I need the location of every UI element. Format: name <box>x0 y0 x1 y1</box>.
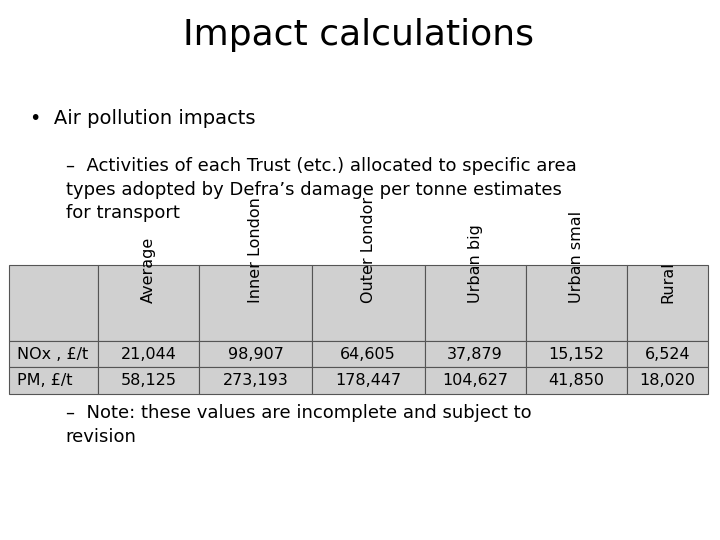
Text: •  Air pollution impacts: • Air pollution impacts <box>30 109 256 128</box>
Text: –  Note: these values are incomplete and subject to
revision: – Note: these values are incomplete and … <box>66 404 531 446</box>
Text: –  Activities of each Trust (etc.) allocated to specific area
types adopted by D: – Activities of each Trust (etc.) alloca… <box>66 157 577 222</box>
Text: Impact calculations: Impact calculations <box>183 17 534 51</box>
